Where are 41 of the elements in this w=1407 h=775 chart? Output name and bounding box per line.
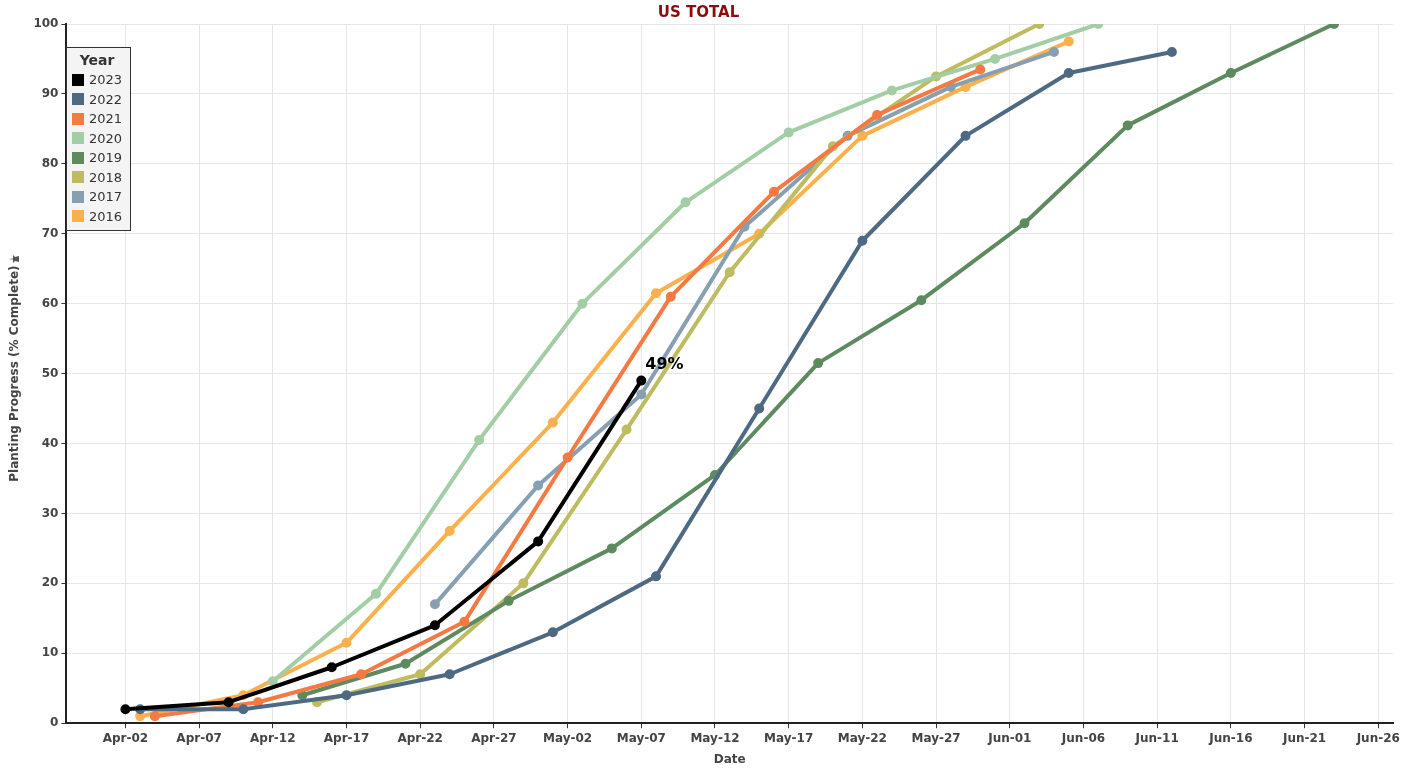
y-tick-label: 40: [41, 435, 59, 450]
y-tick-label: 0: [50, 715, 59, 730]
x-tick-label: Jun-21: [1281, 730, 1327, 745]
x-tick-label: Jun-01: [987, 730, 1032, 745]
y-tick-label: 10: [41, 645, 59, 660]
y-tick-label: 90: [41, 86, 59, 101]
x-tick-label: Apr-02: [102, 730, 149, 745]
chart-title: US TOTAL: [657, 2, 740, 21]
x-tick-label: May-02: [543, 730, 593, 745]
x-tick-label: Apr-07: [176, 730, 222, 745]
legend-title: Year: [78, 52, 116, 68]
x-tick-label: May-22: [837, 730, 887, 745]
x-tick-label: May-07: [616, 730, 666, 745]
x-tick-label: Apr-27: [471, 730, 517, 745]
legend-label: 2021: [89, 111, 123, 127]
x-tick-label: Jun-16: [1208, 730, 1253, 745]
legend-label: 2017: [89, 189, 123, 205]
legend-label: 2022: [89, 91, 123, 107]
y-tick-label: 60: [41, 295, 59, 310]
y-tick-label: 70: [41, 225, 59, 240]
x-tick-label: Apr-12: [250, 730, 296, 745]
x-tick-label: May-27: [911, 730, 961, 745]
y-tick-label: 50: [41, 365, 59, 380]
x-tick-label: Apr-22: [397, 730, 443, 745]
y-tick-label: 100: [33, 16, 59, 31]
x-tick-label: Jun-06: [1060, 730, 1106, 745]
x-tick-label: May-12: [690, 730, 740, 745]
y-tick-label: 30: [41, 505, 59, 520]
legend-label: 2023: [89, 72, 123, 88]
y-axis-title: Planting Progress (% Complete): [7, 265, 22, 482]
y-tick-label: 80: [41, 155, 59, 170]
legend-label: 2020: [89, 130, 123, 146]
x-tick-label: Apr-17: [323, 730, 370, 745]
x-tick-label: Jun-26: [1355, 730, 1400, 745]
x-tick-label: Jun-11: [1134, 730, 1179, 745]
legend-label: 2019: [89, 150, 123, 166]
y-tick-label: 20: [41, 575, 59, 590]
x-axis-title: Date: [713, 751, 746, 766]
x-tick-label: May-17: [764, 730, 814, 745]
legend-label: 2018: [89, 169, 123, 185]
legend-label: 2016: [89, 208, 123, 224]
